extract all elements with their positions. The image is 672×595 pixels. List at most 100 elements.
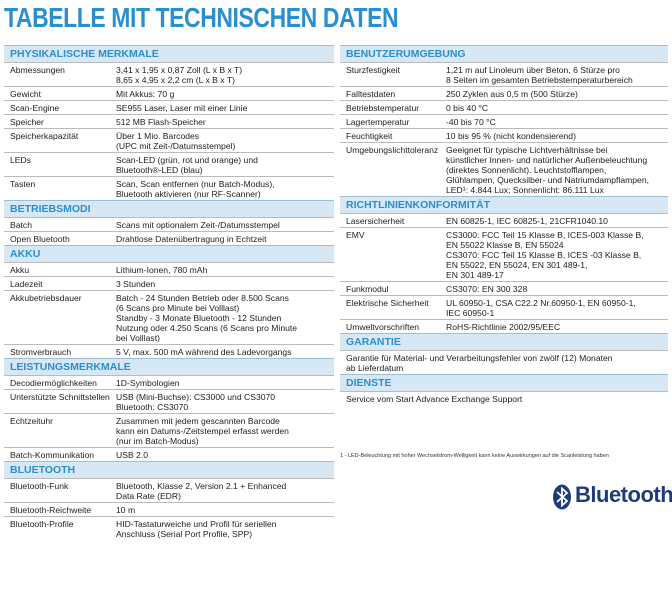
spec-row: Echtzeituhr Zusammen mit jedem gescannten… [4, 413, 334, 447]
spec-value: Scan-LED (grün, rot und orange) und Bluet… [116, 155, 334, 175]
spec-value: Drahtlose Datenübertragung in Echtzeit [116, 234, 334, 244]
text-line: 8 Seiten im gesamten Betriebstemperaturb… [446, 74, 633, 85]
spec-value: Lithium-Ionen, 780 mAh [116, 265, 334, 275]
spec-label: Lagertemperatur [346, 116, 410, 127]
text-line: CS3070: FCC Teil 15 Klasse B, ICES -03 K… [446, 249, 642, 260]
spec-label: Akkubetriebsdauer [10, 292, 82, 303]
spec-value: Scan, Scan entfernen (nur Batch-Modus), B… [116, 179, 334, 199]
spec-label: Unterstützte Schnittstellen [10, 391, 110, 402]
text-line: 0 bis 40 °C [446, 102, 489, 113]
spec-row: Sturzfestigkeit 1,21 m auf Linoleum über … [340, 62, 668, 86]
page-title: TABELLE MIT TECHNISCHEN DATEN [4, 2, 399, 33]
spec-value: 250 Zyklen aus 0,5 m (500 Stürze) [446, 89, 668, 99]
text-line: (nur im Batch-Modus) [116, 435, 199, 446]
spec-label: Tasten [10, 178, 36, 189]
spec-value: Über 1 Mio. Barcodes (UPC mit Zeit-/Datum… [116, 131, 334, 151]
spec-row: Batch Scans mit optionalem Zeit-/Datumsst… [4, 217, 334, 231]
spec-row: Lagertemperatur -40 bis 70 °C [340, 114, 668, 128]
spec-row: Tasten Scan, Scan entfernen (nur Batch-Mo… [4, 176, 334, 200]
section-header: BENUTZERUMGEBUNG [340, 45, 668, 62]
spec-value: UL 60950-1, CSA C22.2 Nr.60950-1, EN 609… [446, 298, 668, 318]
spec-value: 512 MB Flash-Speicher [116, 117, 334, 127]
bluetooth-icon [553, 484, 571, 510]
text-line: UL 60950-1, CSA C22.2 Nr.60950-1, EN 609… [446, 297, 636, 308]
section-header: PHYSIKALISCHE MERKMALE [4, 45, 334, 62]
spec-label: Speicherkapazität [10, 130, 79, 141]
spec-label: EMV [346, 229, 365, 240]
text-line: Garantie für Material- und Verarbeitungs… [346, 352, 613, 363]
spec-row: Funkmodul CS3070: EN 300 328 [340, 281, 668, 295]
spec-label: Gewicht [10, 88, 42, 99]
spec-row: Batch-Kommunikation USB 2.0 [4, 447, 334, 461]
spec-value: SE955 Laser, Laser mit einer Linie [116, 103, 334, 113]
section-header: AKKU [4, 245, 334, 262]
spec-row: Lasersicherheit EN 60825-1, IEC 60825-1, … [340, 213, 668, 227]
footnote: 1 - LED-Beleuchtung mit hoher Wechselstr… [340, 453, 609, 459]
spec-row: Gewicht Mit Akkus: 70 g [4, 86, 334, 100]
spec-row: Bluetooth-Profile HID-Tastaturweiche und … [4, 516, 334, 540]
spec-row: Falltestdaten 250 Zyklen aus 0,5 m (500 S… [340, 86, 668, 100]
text-line: EN 55022 Klasse B, EN 55024 [446, 239, 564, 250]
spec-value: 1,21 m auf Linoleum über Beton, 6 Stürze… [446, 65, 668, 85]
text-line: Scan, Scan entfernen (nur Batch-Modus), [116, 178, 275, 189]
spec-label: Bluetooth-Reichweite [10, 504, 92, 515]
spec-label: Lasersicherheit [346, 215, 405, 226]
text-line: Mit Akkus: 70 g [116, 88, 175, 99]
text-line: 5 V, max. 500 mA während des Ladevorgang… [116, 346, 292, 357]
spec-value: CS3000: FCC Teil 15 Klasse B, ICES-003 K… [446, 230, 668, 280]
spec-row: Betriebstemperatur 0 bis 40 °C [340, 100, 668, 114]
spec-value: Zusammen mit jedem gescannten Barcode kan… [116, 416, 334, 446]
spec-value: 1D-Symbologien [116, 378, 334, 388]
text-line: Batch - 24 Stunden Betrieb oder 8.500 Sc… [116, 292, 289, 303]
spec-label: Funkmodul [346, 283, 389, 294]
spec-row: Akkubetriebsdauer Batch - 24 Stunden Betr… [4, 290, 334, 344]
spec-label: Speicher [10, 116, 44, 127]
spec-value: 0 bis 40 °C [446, 103, 668, 113]
text-line: 8,65 x 4,95 x 2,2 cm (L x B x T) [116, 74, 235, 85]
text-line: CS3070: EN 300 328 [446, 283, 528, 294]
spec-row: Akku Lithium-Ionen, 780 mAh [4, 262, 334, 276]
spec-value: Bluetooth, Klasse 2, Version 2.1 + Enhan… [116, 481, 334, 501]
spec-label: Sturzfestigkeit [346, 64, 400, 75]
spec-label: Ladezeit [10, 278, 43, 289]
spec-label: Bluetooth-Funk [10, 480, 69, 491]
section-header: BETRIEBSMODI [4, 200, 334, 217]
logo-text: Bluetooth [575, 482, 672, 507]
text-line: EN 301 489-17 [446, 269, 504, 280]
spec-label: Falltestdaten [346, 88, 396, 99]
text-line: (direktes Sonnenlicht). Leuchtstofflampe… [446, 164, 607, 175]
spec-value: 10 m [116, 505, 334, 515]
text-line: CS3000: FCC Teil 15 Klasse B, ICES-003 K… [446, 229, 644, 240]
section-header: GARANTIE [340, 333, 668, 350]
spec-value: -40 bis 70 °C [446, 117, 668, 127]
text-line: 1,21 m auf Linoleum über Beton, 6 Stürze… [446, 64, 620, 75]
spec-value: 3,41 x 1,95 x 0,87 Zoll (L x B x T) 8,65 … [116, 65, 334, 85]
left-column: PHYSIKALISCHE MERKMALE Abmessungen 3,41 x … [4, 45, 334, 540]
text-line: Bluetooth: CS3070 [116, 401, 189, 412]
spec-value: EN 60825-1, IEC 60825-1, 21CFR1040.10 [446, 216, 668, 226]
spec-row: Speicherkapazität Über 1 Mio. Barcodes (UP… [4, 128, 334, 152]
spec-row: Abmessungen 3,41 x 1,95 x 0,87 Zoll (L x … [4, 62, 334, 86]
text-line: Glühlampen, Quecksilber- und Natriumdamp… [446, 174, 650, 185]
spec-label: Akku [10, 264, 30, 275]
text-line: EN 60825-1, IEC 60825-1, 21CFR1040.10 [446, 215, 608, 226]
text-line: künstlicher Innen- und natürlicher Außen… [446, 154, 648, 165]
text-line: 3 Stunden [116, 278, 156, 289]
text-line: Lithium-Ionen, 780 mAh [116, 264, 208, 275]
spec-value: 3 Stunden [116, 279, 334, 289]
text-line: 3,41 x 1,95 x 0,87 Zoll (L x B x T) [116, 64, 243, 75]
text-line: Zusammen mit jedem gescannten Barcode [116, 415, 280, 426]
spec-row: Unterstützte Schnittstellen USB (Mini-Buc… [4, 389, 334, 413]
text-line: SE955 Laser, Laser mit einer Linie [116, 102, 248, 113]
spec-row: Elektrische Sicherheit UL 60950-1, CSA C2… [340, 295, 668, 319]
spec-row: Feuchtigkeit 10 bis 95 % (nicht kondensie… [340, 128, 668, 142]
spec-row: Umweltvorschriften RoHS-Richtlinie 2002/9… [340, 319, 668, 333]
text-line: RoHS-Richtlinie 2002/95/EEC [446, 321, 561, 332]
spec-label: Stromverbrauch [10, 346, 72, 357]
text-line: -40 bis 70 °C [446, 116, 496, 127]
spec-value: 10 bis 95 % (nicht kondensierend) [446, 131, 668, 141]
section-header: DIENSTE [340, 374, 668, 391]
text-line: EN 55022, EN 55024, EN 301 489-1, [446, 259, 588, 270]
text-line: Scans mit optionalem Zeit-/Datumsstempel [116, 219, 280, 230]
text-line: Geeignet für typische Lichtverhältnisse … [446, 144, 608, 155]
